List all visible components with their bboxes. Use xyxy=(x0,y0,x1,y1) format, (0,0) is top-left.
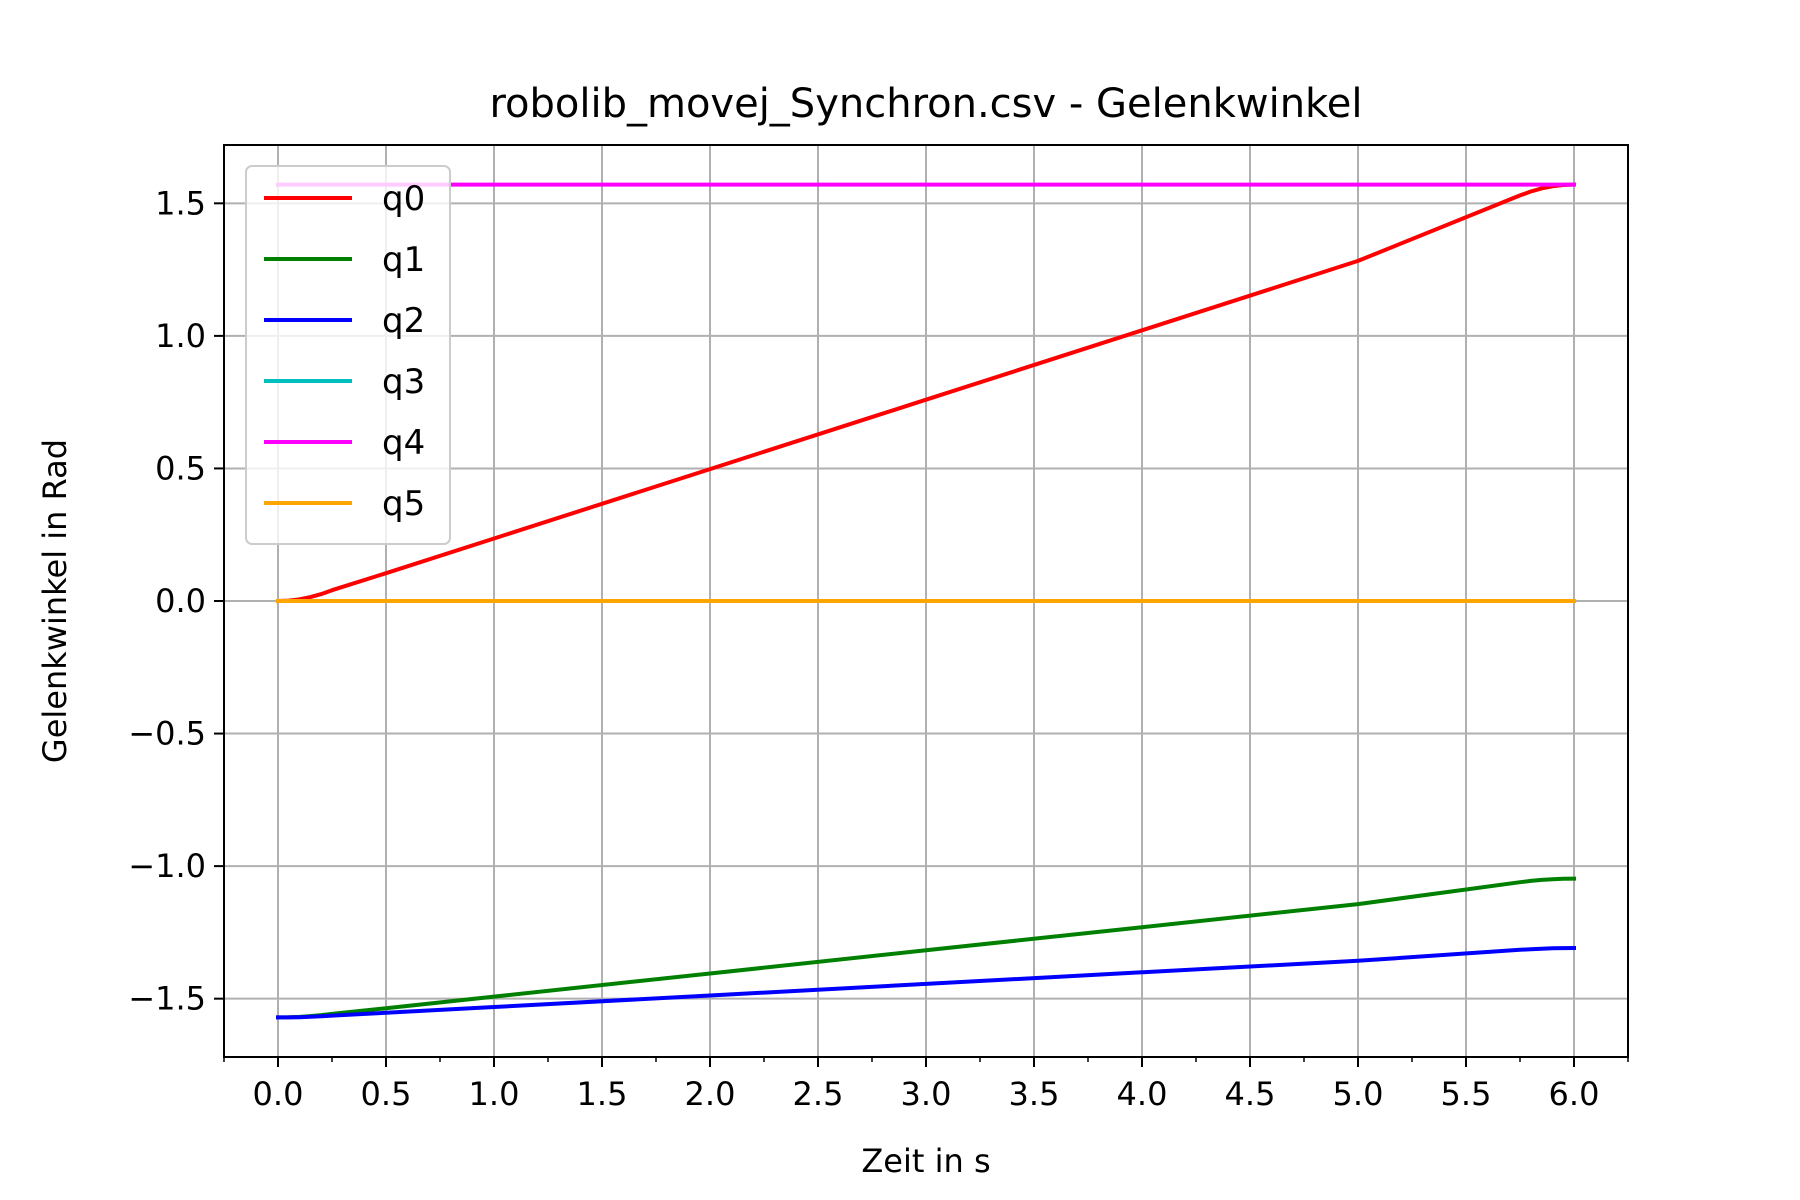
legend-label: q1 xyxy=(382,240,425,280)
x-tick-label: 2.0 xyxy=(685,1075,736,1113)
x-tick-label: 1.5 xyxy=(577,1075,628,1113)
legend-label: q3 xyxy=(382,362,425,402)
series-line-q2 xyxy=(276,945,1577,1020)
legend-label: q2 xyxy=(382,301,425,341)
legend-label: q0 xyxy=(382,179,425,219)
x-tick-label: 0.5 xyxy=(361,1075,412,1113)
x-tick-label: 3.0 xyxy=(901,1075,952,1113)
y-axis-label: Gelenkwinkel in Rad xyxy=(36,439,74,763)
x-tick-label: 4.0 xyxy=(1117,1075,1168,1113)
legend: q0 q1 q2 q3 q4 q5 xyxy=(245,165,451,545)
x-axis: 0.0 0.5 1.0 1.5 2.0 2.5 3.0 3.5 4.0 4.5 5.0 5.5 6.0 xyxy=(223,1057,1629,1113)
series-line-q0 xyxy=(275,182,1577,604)
y-tick-label: −1.5 xyxy=(128,980,206,1018)
y-tick-label: 0.0 xyxy=(155,582,206,620)
x-tick-label: 1.0 xyxy=(469,1075,520,1113)
x-tick-label: 2.5 xyxy=(793,1075,844,1113)
y-tick-label: 0.5 xyxy=(155,449,206,487)
x-tick-label: 5.0 xyxy=(1333,1075,1384,1113)
y-tick-label: 1.0 xyxy=(155,317,206,355)
legend-label: q4 xyxy=(382,423,425,463)
x-tick-label: 3.5 xyxy=(1009,1075,1060,1113)
x-axis-label: Zeit in s xyxy=(861,1142,990,1180)
chart-title: robolib_movej_Synchron.csv - Gelenkwinke… xyxy=(489,81,1362,127)
x-tick-label: 4.5 xyxy=(1225,1075,1276,1113)
y-axis: −1.5 −1.0 −0.5 0.0 0.5 1.0 1.5 xyxy=(128,184,224,1018)
series-layer xyxy=(275,182,1577,1020)
x-tick-label: 5.5 xyxy=(1441,1075,1492,1113)
y-tick-label: −0.5 xyxy=(128,715,206,753)
x-tick-label: 6.0 xyxy=(1549,1075,1600,1113)
y-tick-label: 1.5 xyxy=(155,184,206,222)
y-tick-label: −1.0 xyxy=(128,847,206,885)
x-tick-label: 0.0 xyxy=(253,1075,304,1113)
legend-label: q5 xyxy=(382,484,425,524)
